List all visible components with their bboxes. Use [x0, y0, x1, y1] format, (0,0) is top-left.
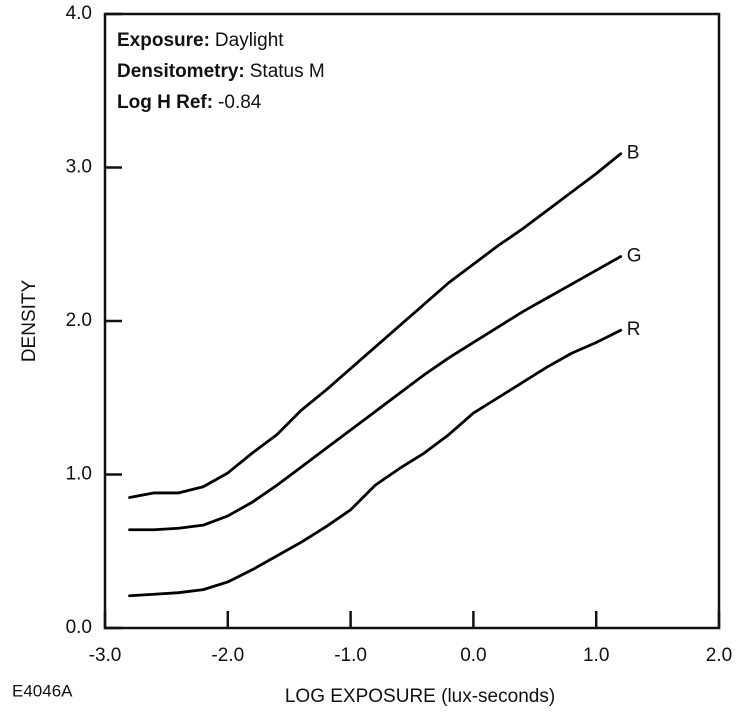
series-label: B	[627, 143, 640, 164]
x-tick-label: -2.0	[211, 645, 244, 666]
x-tick-label: 1.0	[583, 645, 609, 666]
annotation-text: Daylight	[215, 30, 284, 51]
series-label: G	[627, 246, 642, 267]
x-axis-label: LOG EXPOSURE (lux-seconds)	[285, 686, 555, 707]
x-tick-label: 2.0	[706, 645, 732, 666]
y-tick-label: 0.0	[66, 617, 92, 638]
y-tick-label: 2.0	[66, 310, 92, 331]
y-tick-label: 4.0	[66, 3, 92, 24]
annotation-label: Log H Ref:	[117, 92, 213, 113]
annotation-label: Exposure:	[117, 30, 210, 51]
y-tick-label: 1.0	[66, 464, 92, 485]
annotation-text: Status M	[250, 61, 325, 82]
series-label: R	[627, 319, 641, 340]
annotation: Log H Ref: -0.84	[117, 92, 262, 113]
figure-id: E4046A	[12, 681, 73, 700]
x-tick-label: -3.0	[89, 645, 122, 666]
curve	[128, 328, 623, 598]
annotation-text: -0.84	[218, 92, 262, 113]
annotation: Exposure: Daylight	[117, 30, 284, 51]
annotation-label: Densitometry:	[117, 61, 245, 82]
y-tick-label: 3.0	[66, 157, 92, 178]
x-tick-label: 0.0	[460, 645, 486, 666]
curve	[128, 152, 623, 499]
y-axis-label: DENSITY	[19, 280, 40, 363]
annotation: Densitometry: Status M	[117, 61, 325, 82]
curve	[128, 255, 623, 532]
x-tick-label: -1.0	[334, 645, 367, 666]
